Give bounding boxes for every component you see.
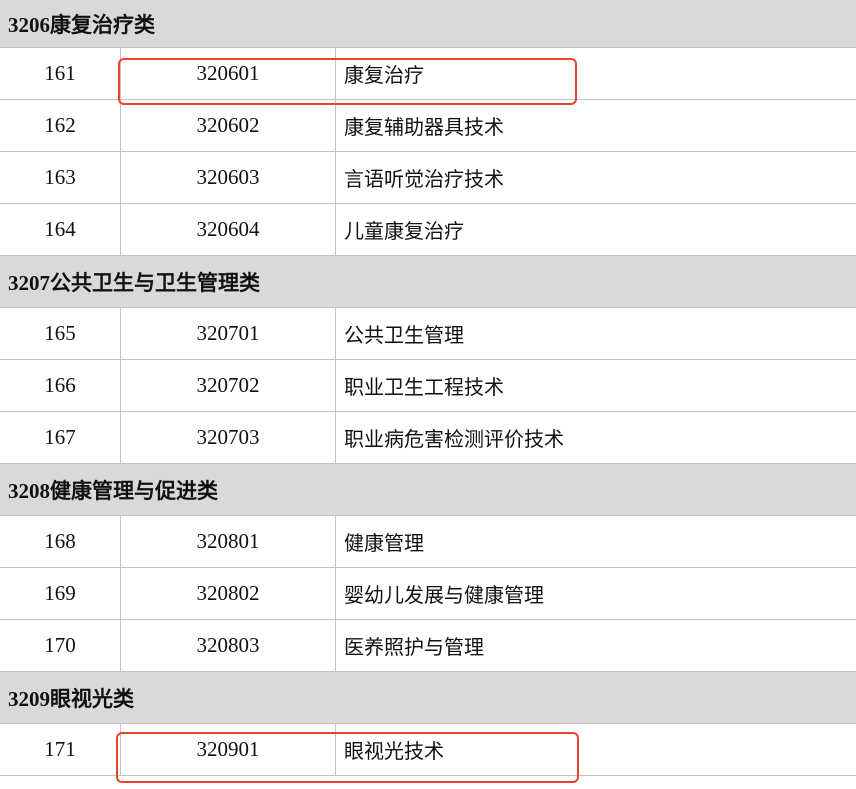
name-cell: 言语听觉治疗技术 [335,151,856,204]
code-cell: 320803 [120,619,336,672]
code-cell: 320802 [120,567,336,620]
seq-cell: 169 [0,567,121,620]
seq-cell: 165 [0,307,121,360]
seq-cell: 164 [0,203,121,256]
code-cell: 320901 [120,723,336,776]
code-cell: 320703 [120,411,336,464]
seq-cell: 168 [0,515,121,568]
code-cell: 320603 [120,151,336,204]
seq-cell: 161 [0,47,121,100]
seq-cell: 170 [0,619,121,672]
seq-cell: 162 [0,99,121,152]
table-row: 165 320701 公共卫生管理 [0,307,856,360]
group-header-row: 3206康复治疗类 [0,0,856,48]
group-title: 3206康复治疗类 [0,0,856,48]
table-row: 166 320702 职业卫生工程技术 [0,359,856,412]
name-cell: 康复治疗 [335,47,856,100]
name-cell: 公共卫生管理 [335,307,856,360]
seq-cell: 163 [0,151,121,204]
code-cell: 320702 [120,359,336,412]
code-cell: 320602 [120,99,336,152]
name-cell: 健康管理 [335,515,856,568]
seq-cell: 166 [0,359,121,412]
group-header-row: 3209眼视光类 [0,671,856,724]
code-cell: 320801 [120,515,336,568]
table-row: 169 320802 婴幼儿发展与健康管理 [0,567,856,620]
table-row: 164 320604 儿童康复治疗 [0,203,856,256]
seq-cell: 171 [0,723,121,776]
name-cell: 康复辅助器具技术 [335,99,856,152]
table-row: 162 320602 康复辅助器具技术 [0,99,856,152]
group-title: 3209眼视光类 [0,671,856,724]
code-cell: 320604 [120,203,336,256]
highlight-box-320901 [116,732,579,783]
seq-cell: 167 [0,411,121,464]
name-cell: 职业病危害检测评价技术 [335,411,856,464]
table-row: 161 320601 康复治疗 [0,47,856,100]
group-header-row: 3208健康管理与促进类 [0,463,856,516]
table-row: 171 320901 眼视光技术 [0,723,856,776]
group-title: 3208健康管理与促进类 [0,463,856,516]
name-cell: 儿童康复治疗 [335,203,856,256]
table-row: 168 320801 健康管理 [0,515,856,568]
table-row: 167 320703 职业病危害检测评价技术 [0,411,856,464]
group-header-row: 3207公共卫生与卫生管理类 [0,255,856,308]
code-cell: 320601 [120,47,336,100]
name-cell: 婴幼儿发展与健康管理 [335,567,856,620]
name-cell: 眼视光技术 [335,723,856,776]
table-row: 170 320803 医养照护与管理 [0,619,856,672]
name-cell: 职业卫生工程技术 [335,359,856,412]
code-cell: 320701 [120,307,336,360]
name-cell: 医养照护与管理 [335,619,856,672]
group-title: 3207公共卫生与卫生管理类 [0,255,856,308]
highlight-box-320601 [118,58,577,105]
table-row: 163 320603 言语听觉治疗技术 [0,151,856,204]
